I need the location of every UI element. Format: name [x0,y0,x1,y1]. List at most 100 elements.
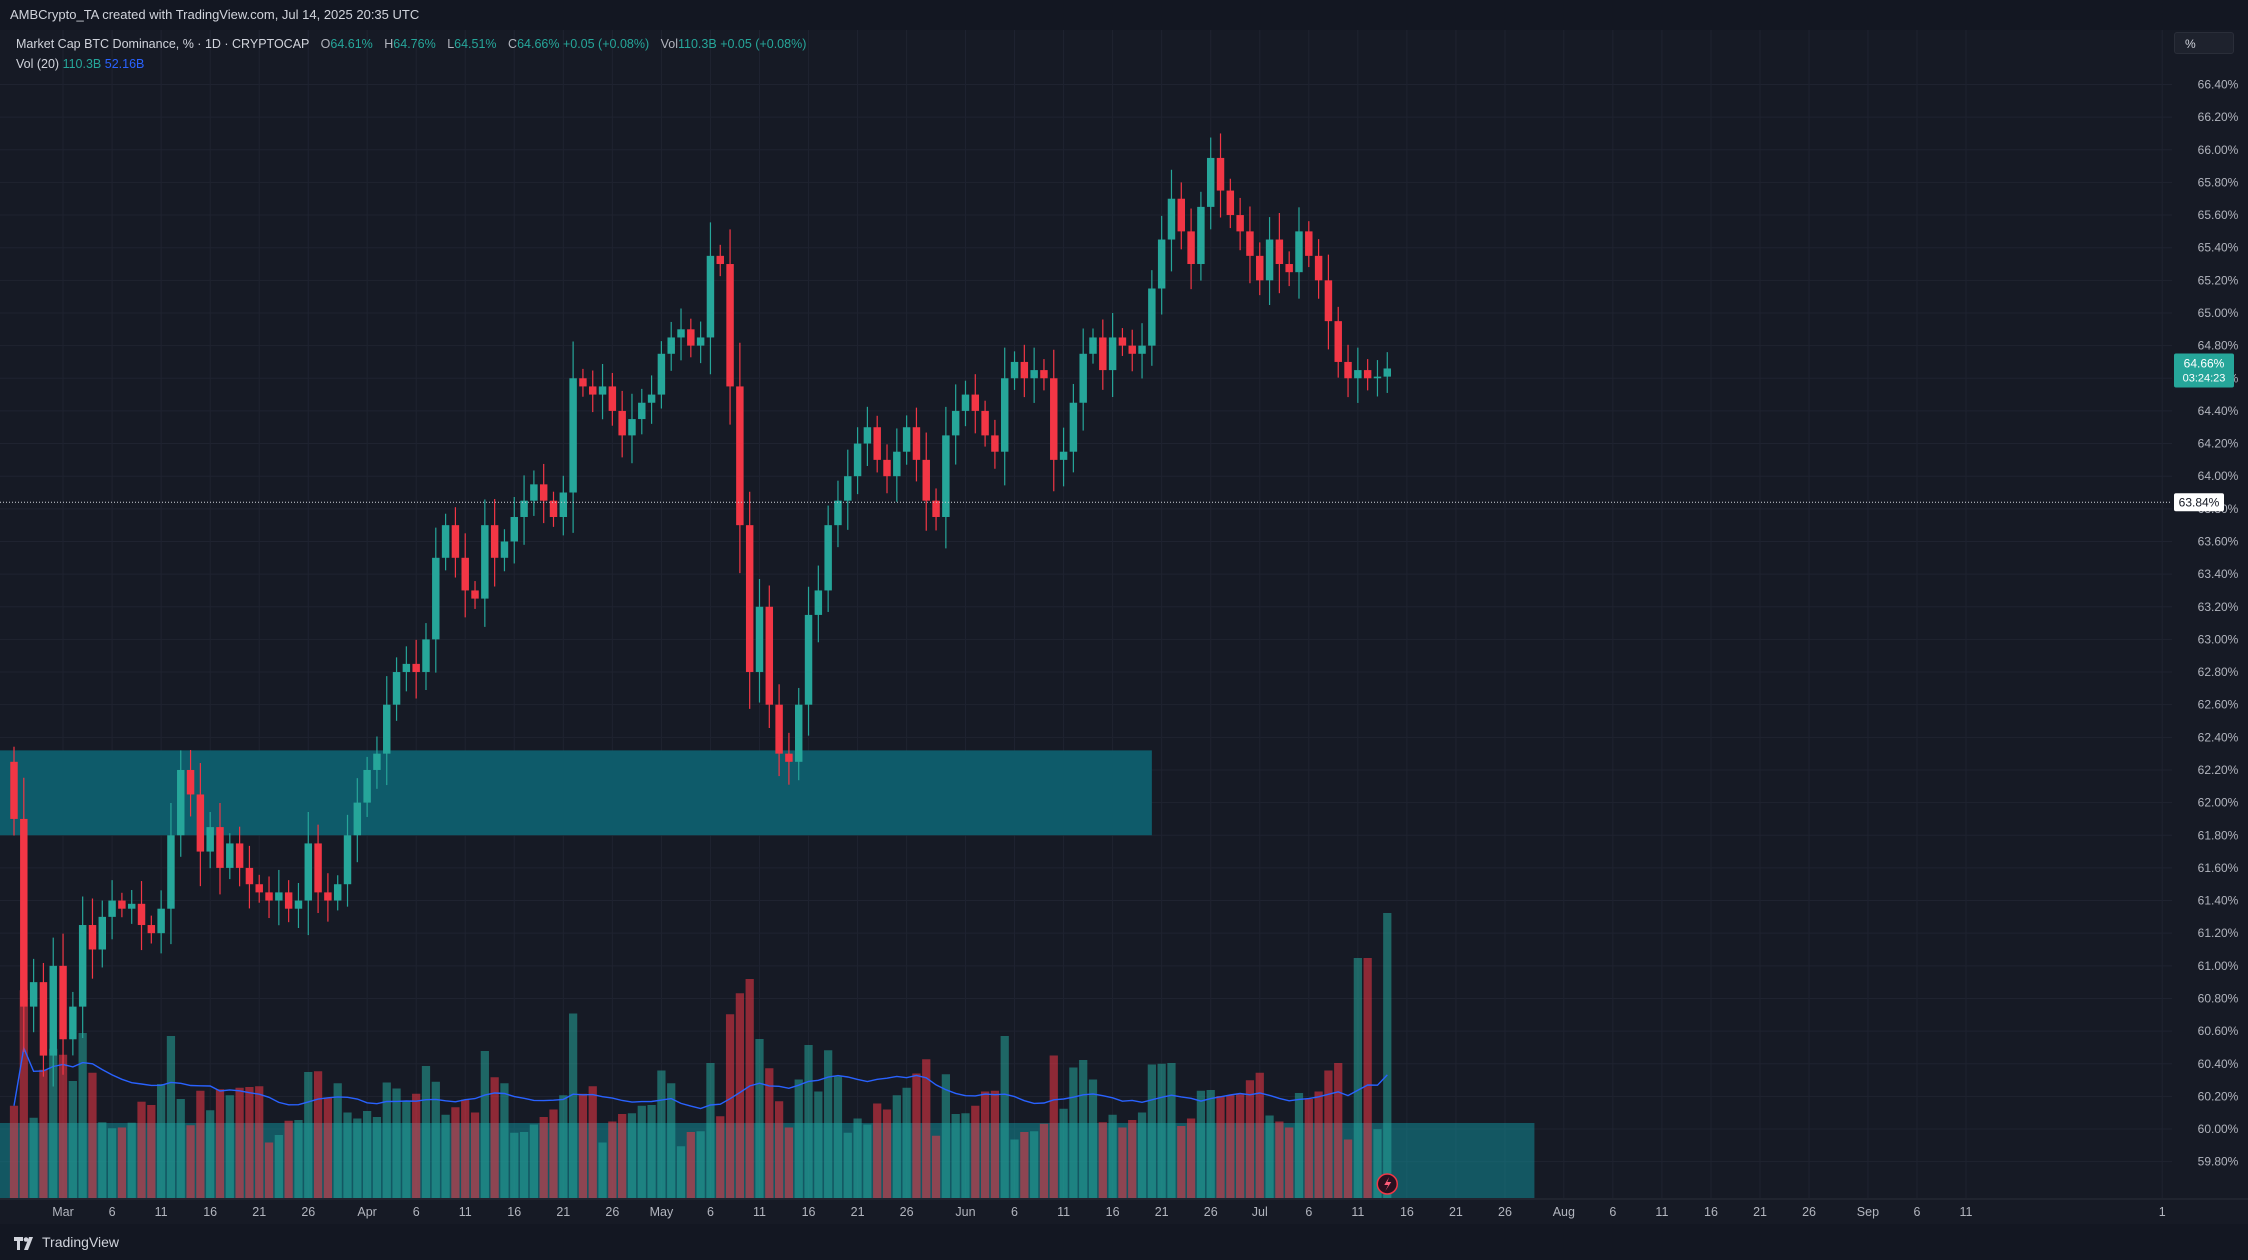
candle-body [745,525,754,673]
volume-bar [765,1068,774,1198]
candle-body [29,982,38,1007]
candle [235,826,244,887]
volume-bar [470,1112,480,1198]
volume-bar [402,1101,411,1198]
percent-scale-button[interactable]: % [2174,32,2234,54]
candle [294,882,303,929]
volume-bar [441,1114,450,1198]
candle-body [1089,337,1097,354]
volume-bar [519,1132,529,1198]
candle [461,533,469,618]
time-tick-label: 11 [1960,1205,1973,1219]
candle [383,676,391,786]
price-tick-label: 59.80% [2198,1155,2239,1169]
price-tick-label: 62.20% [2198,763,2239,777]
candle-body [157,908,165,934]
candle [794,687,803,781]
volume-bar [774,1101,784,1198]
candle-body [20,818,28,1007]
candle-body [1324,280,1333,322]
candle-body [853,443,862,477]
replay-marker[interactable] [1376,1173,1399,1195]
volume-bar [814,1091,823,1198]
candle [255,874,263,903]
candle-body [1305,231,1313,256]
volume-bar [19,990,28,1198]
candles[interactable] [10,133,1392,1087]
volume-bar [598,1142,607,1198]
candle-body [1236,215,1244,232]
candle-body [794,704,803,762]
candle-body [1040,370,1048,379]
candle [1157,215,1166,315]
candle [1050,349,1058,492]
legend-open-label: O [320,37,331,51]
candle-body [589,386,597,395]
chart-background [0,30,2248,1224]
price-tick-label: 61.40% [2198,894,2239,908]
candle [618,390,626,458]
time-tick-label: 21 [851,1205,865,1219]
price-tick-label: 63.40% [2198,567,2239,581]
candle [206,811,214,869]
candle [432,527,440,673]
volume-bar [313,1071,323,1198]
volume-bar [461,1099,470,1198]
candle-body [736,386,744,526]
legend-vol-change: +0.05 (+0.08%) [720,37,807,51]
candle-body [539,484,548,501]
candle [412,639,420,699]
volume-bar [1294,1093,1304,1198]
time-tick-label: 16 [203,1205,217,1219]
legend-symbol[interactable]: Market Cap BTC Dominance, % · 1D · CRYPT… [16,37,310,51]
candle [1314,239,1323,299]
volume-bar [833,1076,843,1198]
legend-vol20-label[interactable]: Vol (20) [16,57,60,71]
volume-bar [843,1132,852,1198]
horizontal-line-label: 63.84% [2174,493,2224,512]
volume-bar [686,1132,695,1198]
candle [500,529,509,572]
candle-body [1157,239,1166,289]
candle-body [932,500,940,517]
candle [834,480,842,548]
volume-bar [49,1048,58,1198]
last-price-value: 64.66% [2184,356,2225,370]
candle [1030,347,1038,403]
candle-body [1363,370,1372,379]
tradingview-logo-icon [14,1236,33,1250]
candle-body [814,590,823,615]
time-axis[interactable]: Mar 6 11 16 21 26 Apr 6 11 16 21 26 May 6 11 16 21 26 Jun 6… [0,1198,2248,1219]
time-tick-label: 6 [413,1205,420,1219]
volume-bar [1147,1064,1156,1198]
candle-body [69,1006,77,1040]
volume-bar [117,1127,127,1198]
price-axis[interactable]: 59.80% 60.00% 60.20% 60.40% 60.60% 60.80% 61.0… [2172,30,2248,1224]
horizontal-line-label-bg [2174,493,2224,512]
candle [216,803,224,895]
candle [530,470,538,516]
candle [284,880,293,923]
time-tick-label: 21 [1449,1205,1463,1219]
candle-body [1187,231,1195,265]
volume-bar [1383,913,1392,1198]
candle-body [1256,255,1264,281]
volume-bar [157,1084,166,1198]
candle-body [1030,370,1038,379]
volume-bar [1020,1132,1029,1198]
volume-bar [1343,1139,1353,1198]
candlestick-chart[interactable]: 59.80% 60.00% 60.20% 60.40% 60.60% 60.80% 61.0… [0,0,2248,1224]
time-tick-label: 21 [556,1205,570,1219]
volume-bar [1314,1091,1323,1198]
volume-bar [1137,1112,1147,1198]
candle-body [873,427,881,460]
candle-body [981,410,989,436]
candle-body [59,965,67,1040]
candle [1256,242,1264,296]
time-tick-label: 26 [900,1205,914,1219]
candle-body [1050,378,1058,460]
candle-body [402,663,411,673]
last-price-label: 64.66% 03:24:23 [2174,353,2234,388]
candle-body [383,704,391,754]
candle-body [333,884,342,901]
